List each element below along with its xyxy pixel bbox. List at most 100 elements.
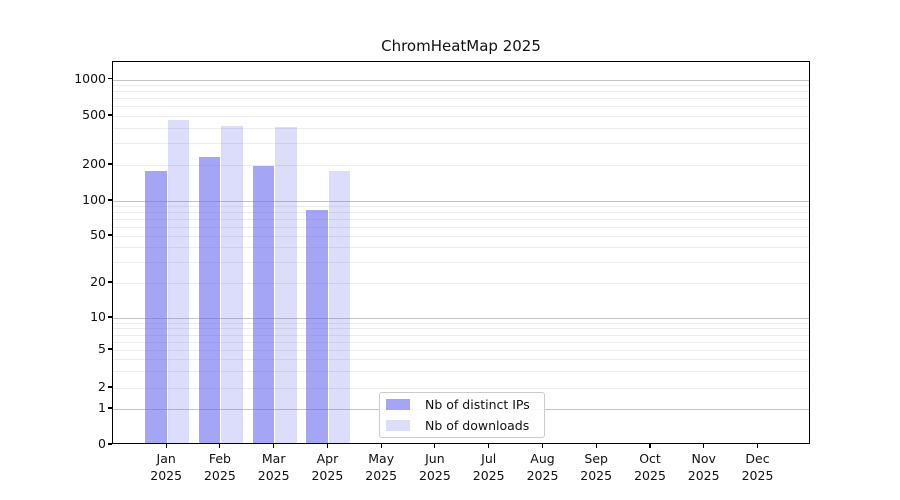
x-tick-month: Mar bbox=[261, 451, 286, 466]
gridline-minor bbox=[113, 127, 809, 129]
x-tick-year: 2025 bbox=[580, 467, 613, 483]
x-tick-mark bbox=[165, 444, 167, 448]
x-tick-month: Jun bbox=[425, 451, 445, 466]
legend: Nb of distinct IPs Nb of downloads bbox=[379, 392, 545, 438]
x-tick-month: Jul bbox=[481, 451, 497, 466]
x-tick-label: Oct 2025 bbox=[622, 451, 678, 484]
y-tick-mark bbox=[108, 407, 112, 409]
gridline-minor bbox=[113, 322, 809, 324]
x-tick-year: 2025 bbox=[741, 467, 774, 483]
gridline-minor bbox=[113, 283, 809, 284]
gridline-minor bbox=[113, 247, 809, 249]
gridline-minor bbox=[113, 236, 809, 237]
y-tick-mark bbox=[108, 316, 112, 318]
gridline-minor bbox=[113, 219, 809, 220]
gridline-minor bbox=[113, 91, 809, 93]
x-tick-year: 2025 bbox=[418, 467, 451, 483]
y-tick-label: 100 bbox=[82, 192, 106, 207]
x-tick-mark bbox=[219, 444, 221, 448]
x-tick-label: Aug 2025 bbox=[515, 451, 571, 484]
y-tick-mark bbox=[108, 77, 112, 80]
gridline-minor bbox=[113, 212, 809, 214]
bar-downloads-feb bbox=[221, 125, 243, 443]
bar-ips-feb bbox=[198, 156, 221, 443]
x-tick-label: Mar 2025 bbox=[246, 451, 302, 484]
x-tick-mark bbox=[380, 444, 382, 448]
x-tick-mark bbox=[326, 444, 328, 448]
legend-swatch-distinct-ips bbox=[386, 399, 410, 410]
gridline-major bbox=[113, 318, 809, 319]
x-tick-month: Jan bbox=[156, 451, 176, 466]
legend-item-downloads: Nb of downloads bbox=[386, 417, 538, 435]
gridline-minor bbox=[113, 371, 809, 373]
bar-ips-apr bbox=[306, 209, 328, 443]
gridline-minor bbox=[113, 226, 809, 228]
x-tick-label: Jul 2025 bbox=[461, 451, 517, 484]
x-tick-month: Dec bbox=[745, 451, 770, 466]
x-tick-label: Apr 2025 bbox=[299, 451, 355, 484]
x-tick-year: 2025 bbox=[365, 467, 398, 483]
x-tick-label: Dec 2025 bbox=[730, 451, 786, 484]
x-tick-month: Sep bbox=[584, 451, 608, 466]
gridline-minor bbox=[113, 143, 809, 145]
gridline-minor bbox=[113, 262, 809, 264]
x-tick-year: 2025 bbox=[257, 467, 290, 483]
y-tick-mark bbox=[108, 386, 112, 388]
bar-ips-jan bbox=[145, 171, 167, 443]
x-tick-year: 2025 bbox=[311, 467, 344, 483]
y-tick-mark bbox=[108, 199, 112, 201]
y-tick-label: 5 bbox=[98, 341, 106, 356]
x-tick-year: 2025 bbox=[526, 467, 559, 483]
gridline-major bbox=[113, 79, 809, 81]
bar-downloads-apr bbox=[328, 171, 351, 443]
x-tick-mark bbox=[703, 444, 705, 448]
y-tick-label: 2 bbox=[98, 379, 106, 394]
x-tick-mark bbox=[756, 444, 759, 448]
x-tick-mark bbox=[649, 444, 651, 448]
gridline-minor bbox=[113, 328, 809, 330]
legend-swatch-downloads bbox=[386, 420, 410, 431]
y-tick-mark bbox=[108, 281, 112, 283]
y-tick-label: 500 bbox=[82, 107, 106, 122]
gridline-minor bbox=[113, 334, 809, 336]
bar-ips-mar bbox=[252, 165, 275, 443]
legend-label-distinct-ips: Nb of distinct IPs bbox=[425, 397, 530, 412]
x-tick-month: May bbox=[368, 451, 395, 466]
x-tick-label: Jan 2025 bbox=[138, 451, 194, 484]
bar-downloads-jan bbox=[167, 119, 190, 443]
x-tick-month: Aug bbox=[530, 451, 555, 466]
x-tick-label: Sep 2025 bbox=[568, 451, 624, 484]
x-tick-label: Nov 2025 bbox=[676, 451, 732, 484]
plot-area bbox=[112, 61, 810, 444]
y-tick-label: 20 bbox=[90, 274, 106, 289]
y-tick-label: 200 bbox=[82, 156, 106, 171]
x-tick-label: May 2025 bbox=[353, 451, 409, 484]
x-tick-month: Feb bbox=[208, 451, 231, 466]
x-tick-year: 2025 bbox=[634, 467, 666, 483]
x-tick-year: 2025 bbox=[472, 467, 505, 483]
gridline-minor bbox=[113, 106, 809, 108]
gridline-minor bbox=[113, 116, 809, 117]
gridline-minor bbox=[113, 206, 809, 208]
x-tick-year: 2025 bbox=[203, 467, 236, 483]
y-tick-label: 1000 bbox=[74, 70, 106, 86]
x-tick-year: 2025 bbox=[150, 467, 183, 483]
y-tick-mark bbox=[108, 234, 112, 236]
gridline-minor bbox=[113, 350, 809, 351]
y-tick-label: 0 bbox=[98, 436, 106, 451]
y-tick-label: 1 bbox=[98, 400, 106, 415]
y-tick-mark bbox=[108, 348, 112, 350]
x-tick-label: Feb 2025 bbox=[192, 451, 248, 484]
bar-downloads-mar bbox=[275, 127, 297, 443]
y-tick-label: 50 bbox=[90, 227, 106, 242]
legend-item-distinct-ips: Nb of distinct IPs bbox=[386, 396, 538, 414]
x-tick-mark bbox=[273, 444, 275, 448]
gridline-minor bbox=[113, 85, 809, 86]
gridline-minor bbox=[113, 359, 809, 361]
y-tick-mark bbox=[108, 114, 112, 116]
y-tick-mark bbox=[108, 443, 112, 445]
x-tick-mark bbox=[595, 444, 597, 448]
y-tick-label: 10 bbox=[90, 309, 106, 324]
x-tick-mark bbox=[488, 444, 490, 448]
